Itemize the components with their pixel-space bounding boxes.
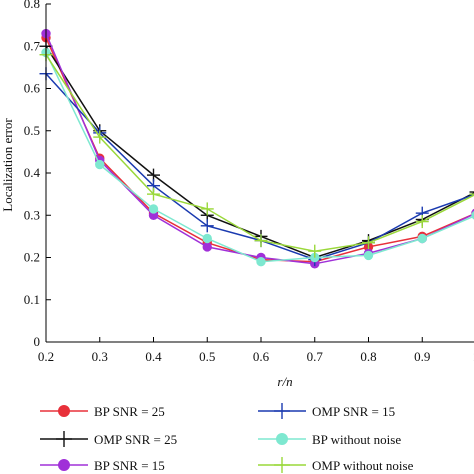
data-point bbox=[469, 191, 474, 193]
data-point bbox=[58, 459, 70, 471]
x-axis-label: r/n bbox=[277, 374, 292, 389]
legend-item: BP without noise bbox=[258, 432, 401, 447]
x-tick-label: 1 bbox=[473, 349, 474, 364]
series-4 bbox=[41, 47, 474, 267]
data-point bbox=[363, 250, 374, 261]
data-point bbox=[58, 405, 70, 417]
legend-label: OMP SNR = 15 bbox=[312, 404, 395, 419]
data-point bbox=[417, 233, 427, 244]
series-line bbox=[45, 54, 474, 252]
x-tick-label: 0.5 bbox=[199, 349, 215, 364]
y-tick-label: 0.6 bbox=[24, 81, 41, 96]
legend-label: BP SNR = 25 bbox=[94, 404, 165, 419]
legend-item: OMP SNR = 25 bbox=[40, 431, 177, 447]
series-line bbox=[45, 73, 474, 261]
series-5 bbox=[39, 48, 474, 258]
y-tick-label: 0.8 bbox=[24, 0, 40, 11]
data-point bbox=[200, 202, 214, 216]
legend-item: BP SNR = 15 bbox=[40, 458, 165, 473]
x-tick-label: 0.9 bbox=[414, 349, 430, 364]
data-point bbox=[274, 403, 290, 419]
x-tick-label: 0.7 bbox=[307, 349, 324, 364]
legend-item: BP SNR = 25 bbox=[40, 404, 165, 419]
legend-label: BP without noise bbox=[312, 432, 401, 447]
y-axis-label: Localization error bbox=[0, 118, 15, 212]
data-point bbox=[95, 159, 105, 170]
series-0 bbox=[41, 33, 474, 267]
y-tick-label: 0.2 bbox=[24, 250, 40, 265]
data-point bbox=[362, 236, 375, 250]
data-point bbox=[147, 187, 160, 201]
series-layer bbox=[39, 28, 474, 269]
series-2 bbox=[41, 28, 474, 269]
data-point bbox=[56, 431, 72, 447]
data-point bbox=[469, 193, 474, 195]
data-point bbox=[202, 233, 212, 244]
data-point bbox=[93, 130, 107, 144]
y-tick-label: 0.5 bbox=[24, 123, 40, 138]
x-tick-label: 0.3 bbox=[92, 349, 108, 364]
legend-label: BP SNR = 15 bbox=[94, 458, 165, 473]
legend-item: OMP SNR = 15 bbox=[258, 403, 395, 419]
data-point bbox=[308, 244, 322, 258]
y-tick-label: 0.1 bbox=[24, 292, 40, 307]
x-tick-label: 0.8 bbox=[360, 349, 376, 364]
y-tick-label: 0.4 bbox=[24, 165, 41, 180]
legend-label: OMP SNR = 25 bbox=[94, 432, 177, 447]
legend: BP SNR = 25 OMP SNR = 25 BP SNR = 15 OMP SN… bbox=[40, 403, 414, 473]
legend-label: OMP without noise bbox=[312, 458, 414, 473]
x-tick-label: 0.2 bbox=[38, 349, 54, 364]
data-point bbox=[415, 215, 429, 229]
data-point bbox=[254, 234, 268, 248]
axes: 0.2 0.3 0.4 0.5 0.6 0.7 0.8 0.9 1 0 0.1 0.2 0.3 0.4 0.… bbox=[0, 0, 474, 389]
series-line bbox=[45, 37, 474, 263]
data-point bbox=[276, 433, 288, 445]
data-point bbox=[256, 257, 266, 267]
data-point bbox=[274, 457, 290, 473]
x-tick-label: 0.4 bbox=[145, 349, 162, 364]
y-tick-label: 0.7 bbox=[24, 38, 41, 53]
data-point bbox=[148, 204, 159, 214]
y-tick-label: 0 bbox=[34, 334, 41, 349]
data-point bbox=[471, 210, 474, 220]
legend-item: OMP without noise bbox=[258, 457, 414, 473]
series-1 bbox=[39, 39, 474, 264]
series-line bbox=[45, 52, 474, 263]
data-point bbox=[200, 219, 214, 233]
data-point bbox=[202, 242, 212, 252]
y-tick-label: 0.3 bbox=[24, 207, 40, 222]
x-tick-label: 0.6 bbox=[253, 349, 270, 364]
